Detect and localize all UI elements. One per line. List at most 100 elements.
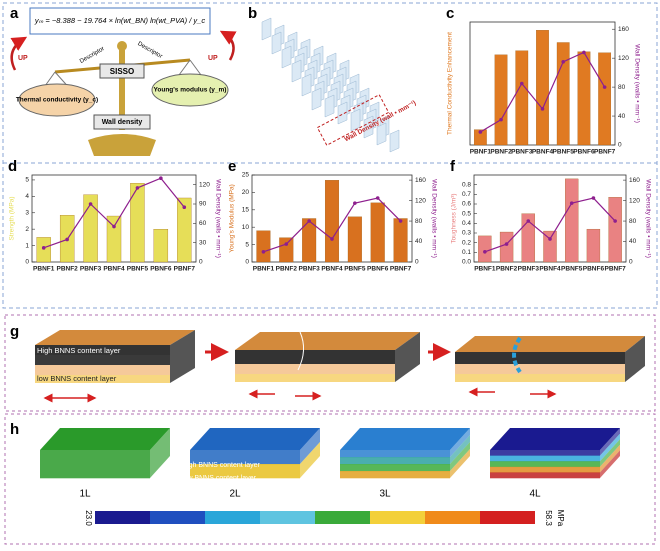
panel-letter: h [10, 421, 19, 438]
colorbar [95, 511, 535, 524]
y2-tick-label: 0 [415, 259, 419, 266]
y-tick-label: 2 [25, 226, 29, 233]
bar [556, 42, 570, 146]
panel-letter: e [228, 158, 236, 175]
colorbar-segment [95, 511, 150, 524]
wall [324, 94, 335, 118]
high-layer: High BNNS content layer [37, 346, 121, 355]
x-tick-label: PBNF7 [604, 266, 626, 273]
block-top [40, 428, 170, 450]
y2-tick-label: 160 [618, 26, 629, 33]
x-tick-label: PBNF3 [298, 266, 320, 273]
y-tick-label: 0.0 [462, 259, 471, 266]
y2-tick-label: 120 [629, 197, 640, 204]
bar [608, 197, 622, 263]
block-layer [490, 450, 600, 456]
wall [261, 17, 272, 41]
y2-tick-label: 120 [415, 197, 426, 204]
line-point [602, 85, 607, 89]
block-side [450, 435, 470, 464]
y2-axis-label: Wall Density (walls • mm⁻¹) [430, 179, 437, 258]
y-axis-label: Strength (MPa) [9, 196, 16, 240]
block-side [300, 428, 320, 464]
y2-tick-label: 0 [629, 259, 633, 266]
line-point [582, 50, 586, 55]
y2-tick-label: 160 [629, 177, 640, 184]
line-point [519, 81, 524, 86]
line-point [330, 237, 334, 241]
colorbar-segment [425, 511, 480, 524]
colorbar-min: 23.0 [84, 510, 93, 526]
y2-tick-label: 80 [618, 84, 626, 91]
block-layer [490, 466, 600, 473]
y2-tick-label: 80 [629, 218, 637, 225]
block-side [450, 442, 470, 471]
line-point [307, 219, 311, 223]
y2-tick-label: 60 [199, 220, 207, 227]
x-tick-label: PBNF7 [174, 266, 196, 273]
x-tick-label: PBNF1 [470, 149, 492, 156]
bar [370, 202, 385, 263]
descriptor: Descriptor [136, 41, 163, 60]
block-layer [340, 464, 450, 472]
colorbar-segment [260, 511, 315, 524]
bar [106, 215, 122, 263]
x-tick-label: PBNF2 [276, 266, 298, 273]
y-tick-label: 0.5 [462, 210, 471, 217]
wall [311, 87, 322, 111]
x-tick-label: PBNF4 [532, 149, 554, 156]
line-point [284, 242, 289, 246]
block-side [600, 444, 620, 473]
block-side [600, 450, 620, 478]
line-point [540, 107, 545, 111]
block-layer [340, 450, 450, 458]
block-side [450, 449, 470, 478]
line-point [526, 219, 531, 223]
sample-label: 4L [529, 489, 541, 500]
y2-tick-label: 0 [618, 142, 622, 149]
x-tick-label: PBNF5 [344, 266, 366, 273]
wall [281, 45, 292, 69]
y-tick-label: 0.1 [462, 249, 471, 256]
y-tick-label: 5 [245, 241, 249, 248]
line-point [261, 249, 266, 254]
x-tick-label: PBNF1 [33, 266, 55, 273]
x-tick-label: PBNF3 [511, 149, 533, 156]
block-side [450, 428, 470, 457]
x-tick-label: PBNF4 [321, 266, 343, 273]
line-point [504, 242, 509, 246]
x-tick-label: PBNF6 [150, 266, 172, 273]
x-tick-label: PBNF7 [390, 266, 412, 273]
block-layer [340, 471, 450, 479]
bar [565, 178, 579, 263]
bar [598, 52, 612, 146]
line-point [41, 246, 46, 250]
thermal-label: Thermal conductivity (y_c) [16, 97, 98, 104]
y-tick-label: 0.2 [462, 239, 471, 246]
frame-top [2, 2, 658, 309]
line-point [112, 224, 116, 229]
bar [393, 218, 408, 263]
bar [153, 229, 169, 263]
bar [130, 183, 145, 263]
y2-tick-label: 160 [415, 177, 426, 184]
equation: yₘ = −8.388 − 19.764 × ln(wt_BN) ln(wt_P… [34, 16, 205, 25]
line-point [478, 130, 483, 134]
x-tick-label: PBNF6 [573, 149, 595, 156]
line-point [499, 117, 503, 122]
block-layer [490, 472, 600, 479]
equation-box [29, 7, 211, 35]
y-tick-label: 0.6 [462, 201, 471, 208]
panel-letter: c [446, 5, 454, 22]
wall [271, 31, 282, 55]
bar [515, 50, 529, 146]
y-tick-label: 20 [242, 189, 250, 196]
line-point [591, 196, 596, 200]
y-tick-label: 10 [242, 224, 250, 231]
x-tick-label: PBNF4 [539, 266, 561, 273]
line-point [548, 237, 552, 241]
bar [499, 231, 514, 263]
panel-letter: g [10, 323, 19, 340]
x-tick-label: PBNF5 [553, 149, 575, 156]
panel-letter: b [248, 5, 257, 22]
